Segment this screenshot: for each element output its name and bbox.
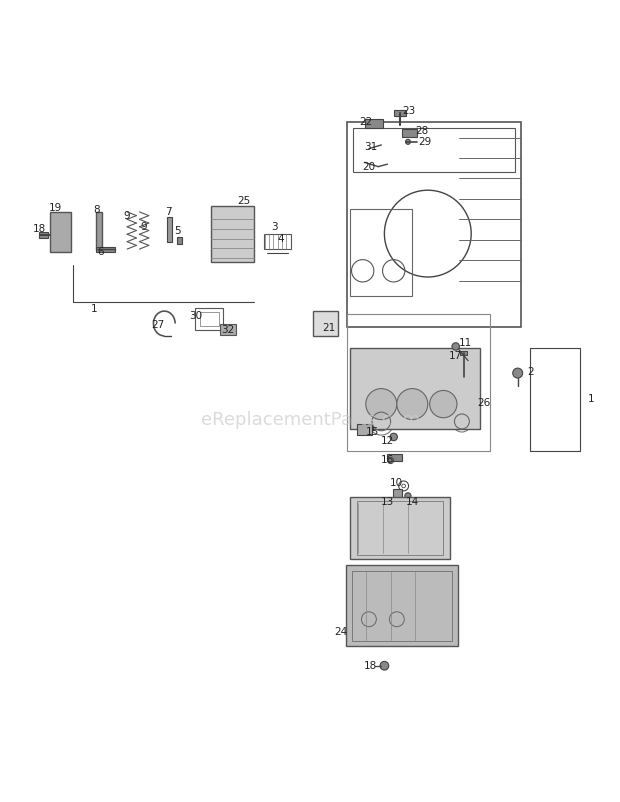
Text: 27: 27 [151,320,165,330]
Circle shape [405,140,410,144]
Text: 11: 11 [458,338,472,348]
Text: 19: 19 [49,203,63,213]
Circle shape [513,368,523,378]
Text: 1: 1 [588,394,594,404]
Text: 30: 30 [188,311,202,321]
Bar [356,424,372,435]
Text: 12: 12 [381,436,394,446]
Bar [264,233,291,249]
Bar [356,501,443,555]
Text: 32: 32 [221,325,235,334]
Text: 25: 25 [237,196,250,206]
Text: 18: 18 [32,224,46,233]
Text: 3: 3 [272,222,278,233]
Text: 6: 6 [98,247,104,257]
Bar [195,308,223,330]
Text: 18: 18 [364,661,378,670]
Text: 9: 9 [141,222,147,233]
Circle shape [380,662,389,670]
Text: 7: 7 [166,207,172,217]
Text: 5: 5 [175,225,181,236]
Text: 29: 29 [418,137,432,147]
Bar [220,324,236,335]
Text: 21: 21 [322,323,335,333]
Bar [387,454,402,460]
Text: 23: 23 [402,106,416,115]
Bar [346,565,458,646]
Text: 8: 8 [93,205,99,215]
Bar [347,122,521,326]
Circle shape [452,342,459,350]
Text: 16: 16 [381,455,394,465]
Bar [96,212,102,249]
Bar [402,129,417,137]
Text: 13: 13 [381,497,394,507]
Text: eReplacementParts.com: eReplacementParts.com [200,411,420,428]
Text: 28: 28 [415,126,428,136]
Bar [350,209,412,296]
Bar [350,348,480,429]
Text: 9: 9 [124,211,130,221]
Bar [365,119,383,128]
Bar [167,217,172,242]
Text: 4: 4 [278,233,284,244]
Bar [394,110,406,115]
Text: 2: 2 [527,367,533,377]
Text: 26: 26 [477,398,490,408]
Text: 31: 31 [364,142,378,152]
Bar [347,314,490,451]
Bar [393,489,402,499]
Bar [39,232,48,238]
Circle shape [366,389,397,419]
Text: 22: 22 [359,117,373,127]
Bar [360,411,397,429]
Circle shape [430,391,457,418]
Text: 15: 15 [365,427,379,437]
Text: 14: 14 [405,497,419,507]
Bar [177,237,182,244]
Bar [313,311,338,336]
Text: 24: 24 [334,626,348,637]
Circle shape [397,389,428,419]
Text: 17: 17 [449,351,463,362]
Bar [200,312,219,326]
Bar [353,128,515,172]
Bar [350,497,450,559]
Circle shape [405,492,411,499]
Bar [50,212,71,252]
Bar [460,350,467,354]
Bar [211,205,254,261]
Text: 10: 10 [390,478,404,488]
Bar [352,571,452,641]
Text: 1: 1 [91,304,97,314]
Bar [96,247,115,252]
Text: 20: 20 [362,162,376,172]
Circle shape [390,433,397,440]
